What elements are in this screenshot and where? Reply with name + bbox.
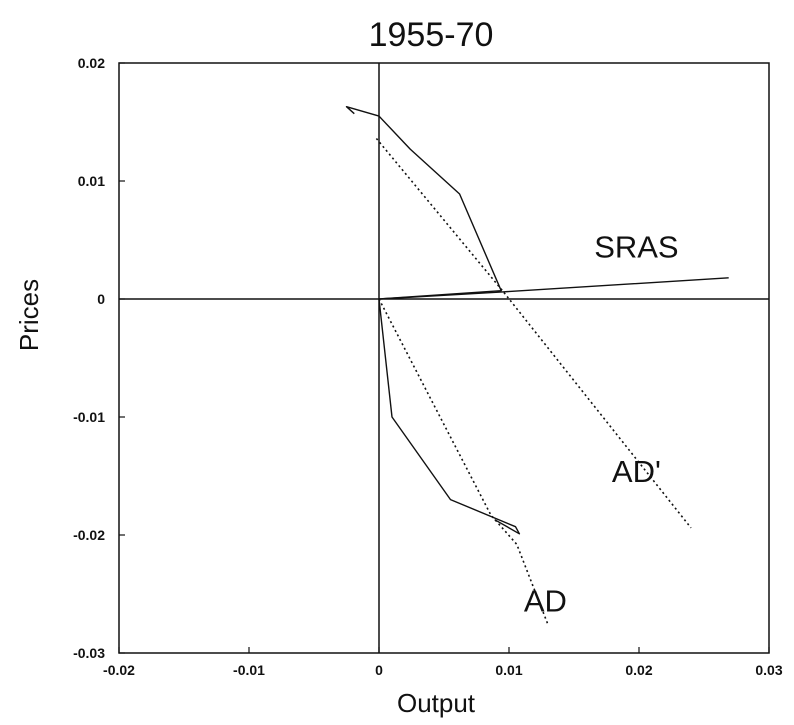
series-line-4 xyxy=(378,298,521,535)
y-axis-label: Prices xyxy=(14,279,44,351)
annotation-label: AD' xyxy=(612,454,661,489)
x-axis-label: Output xyxy=(397,688,476,718)
y-tick-label: -0.01 xyxy=(73,409,105,425)
series-line-3 xyxy=(378,277,729,300)
series-line-1 xyxy=(345,105,502,300)
x-tick-label: 0 xyxy=(375,662,383,678)
y-tick-label: -0.03 xyxy=(73,645,105,661)
annotation-label: SRAS xyxy=(594,230,678,265)
y-tick-label: 0.02 xyxy=(78,55,105,71)
series-layer xyxy=(345,105,729,625)
x-tick-label: 0.01 xyxy=(495,662,522,678)
x-tick-label: -0.02 xyxy=(103,662,135,678)
y-tick-labels: -0.03 -0.02 -0.01 0 0.01 0.02 xyxy=(73,55,105,661)
annotation-label: AD xyxy=(524,584,567,619)
y-tick-label: 0 xyxy=(97,291,105,307)
series-line-5 xyxy=(378,298,549,625)
series-line-2 xyxy=(375,137,692,529)
ticks xyxy=(118,62,770,654)
y-tick-label: -0.02 xyxy=(73,527,105,543)
x-tick-label: 0.02 xyxy=(625,662,652,678)
x-tick-labels: -0.02 -0.01 0 0.01 0.02 0.03 xyxy=(103,662,783,678)
x-tick-label: -0.01 xyxy=(233,662,265,678)
x-tick-label: 0.03 xyxy=(755,662,782,678)
chart-title: 1955-70 xyxy=(369,16,494,54)
annotation-layer: SRAS AD' AD xyxy=(524,230,679,619)
plot-frame xyxy=(118,62,770,654)
zero-lines xyxy=(119,63,769,653)
y-tick-label: 0.01 xyxy=(78,173,105,189)
